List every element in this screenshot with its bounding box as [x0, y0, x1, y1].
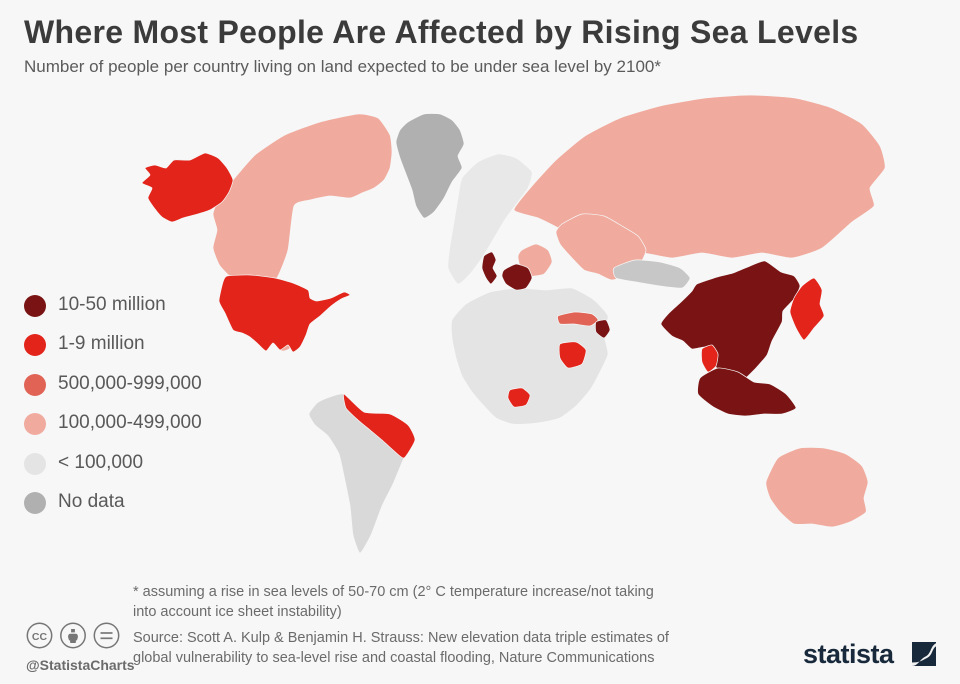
svg-text:CC: CC — [32, 631, 48, 643]
svg-text:statista: statista — [803, 640, 895, 669]
